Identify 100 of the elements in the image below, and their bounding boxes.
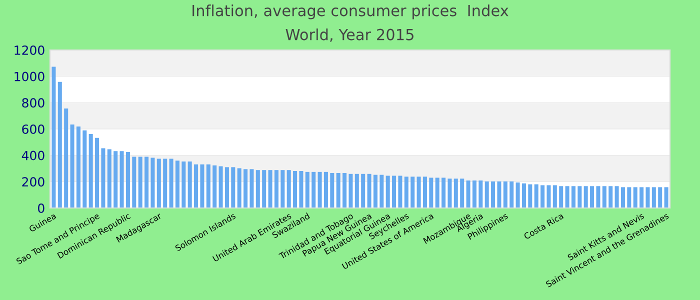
bar <box>70 124 74 208</box>
bar <box>163 158 168 208</box>
bar <box>188 162 192 208</box>
bar <box>250 169 254 208</box>
bar <box>633 187 638 208</box>
bar <box>182 162 186 208</box>
bar <box>114 151 118 208</box>
bar <box>231 167 236 208</box>
bar <box>107 149 112 208</box>
bar <box>546 185 551 208</box>
bar <box>627 187 632 208</box>
bar <box>534 184 538 208</box>
bar <box>540 185 545 208</box>
bar <box>88 134 93 208</box>
bar <box>578 186 582 208</box>
bar <box>448 178 452 208</box>
bar <box>244 169 248 208</box>
bar <box>442 178 446 208</box>
bar <box>491 181 496 208</box>
bar <box>652 187 656 208</box>
bar <box>64 108 68 208</box>
bar <box>299 171 304 208</box>
bar <box>386 176 390 208</box>
bar <box>466 180 470 208</box>
bar <box>342 172 347 208</box>
chart-title: Inflation, average consumer prices Index <box>192 4 508 20</box>
bar <box>559 186 564 208</box>
bar <box>268 170 272 208</box>
y-tick-label: 600 <box>22 124 44 134</box>
bar <box>584 186 588 208</box>
bar <box>224 167 229 208</box>
y-tick-label: 200 <box>22 177 44 187</box>
bar <box>169 158 174 208</box>
chart-subtitle: World, Year 2015 <box>286 28 414 42</box>
bar <box>620 187 625 208</box>
bar <box>410 176 415 208</box>
bar <box>664 187 668 208</box>
bar <box>76 126 80 208</box>
bar <box>510 181 514 208</box>
bar <box>373 174 378 208</box>
bar <box>126 152 130 208</box>
bar <box>101 148 106 208</box>
bar <box>237 168 242 208</box>
y-tick-label: 1200 <box>14 45 44 55</box>
bar <box>262 170 266 208</box>
bar <box>256 170 260 208</box>
bar <box>274 170 278 208</box>
bar <box>497 181 502 208</box>
bar <box>454 178 458 208</box>
bar <box>354 174 359 208</box>
bar <box>640 187 644 208</box>
bar <box>435 178 440 208</box>
bar <box>422 176 427 208</box>
bar <box>367 174 372 208</box>
bar <box>460 178 464 208</box>
bar <box>330 172 334 208</box>
bar <box>429 178 434 208</box>
bar <box>132 156 136 208</box>
bar <box>58 82 62 208</box>
bar <box>478 180 483 208</box>
bar <box>646 187 650 208</box>
bar <box>218 166 223 208</box>
bar <box>52 66 56 208</box>
bar <box>596 186 600 208</box>
bar <box>602 186 606 208</box>
bar <box>212 165 217 208</box>
bar <box>138 156 142 208</box>
bar <box>522 183 526 208</box>
bar <box>336 172 340 208</box>
bar <box>312 172 316 208</box>
bar <box>608 186 613 208</box>
bar <box>348 174 353 208</box>
bar <box>361 174 366 208</box>
bar <box>380 174 384 208</box>
bar <box>416 176 421 208</box>
bar <box>318 172 322 208</box>
bar <box>206 164 210 208</box>
bar <box>144 156 149 208</box>
bar <box>175 160 180 208</box>
bar <box>200 164 204 208</box>
bar <box>280 170 285 208</box>
bar <box>590 186 594 208</box>
bar <box>156 158 161 208</box>
y-tick-label: 800 <box>22 98 44 108</box>
bar <box>516 182 520 208</box>
bar <box>392 176 396 208</box>
y-tick-label: 0 <box>38 203 44 213</box>
bar <box>404 176 408 208</box>
bar <box>293 171 298 208</box>
bar <box>82 130 87 208</box>
bar <box>150 158 155 208</box>
bar <box>658 187 662 208</box>
bar <box>565 186 570 208</box>
bar <box>194 164 198 208</box>
y-tick-label: 400 <box>22 150 44 160</box>
bar <box>120 151 124 208</box>
bar <box>484 181 489 208</box>
bar <box>571 186 576 208</box>
bar <box>324 172 328 208</box>
bar <box>614 186 619 208</box>
